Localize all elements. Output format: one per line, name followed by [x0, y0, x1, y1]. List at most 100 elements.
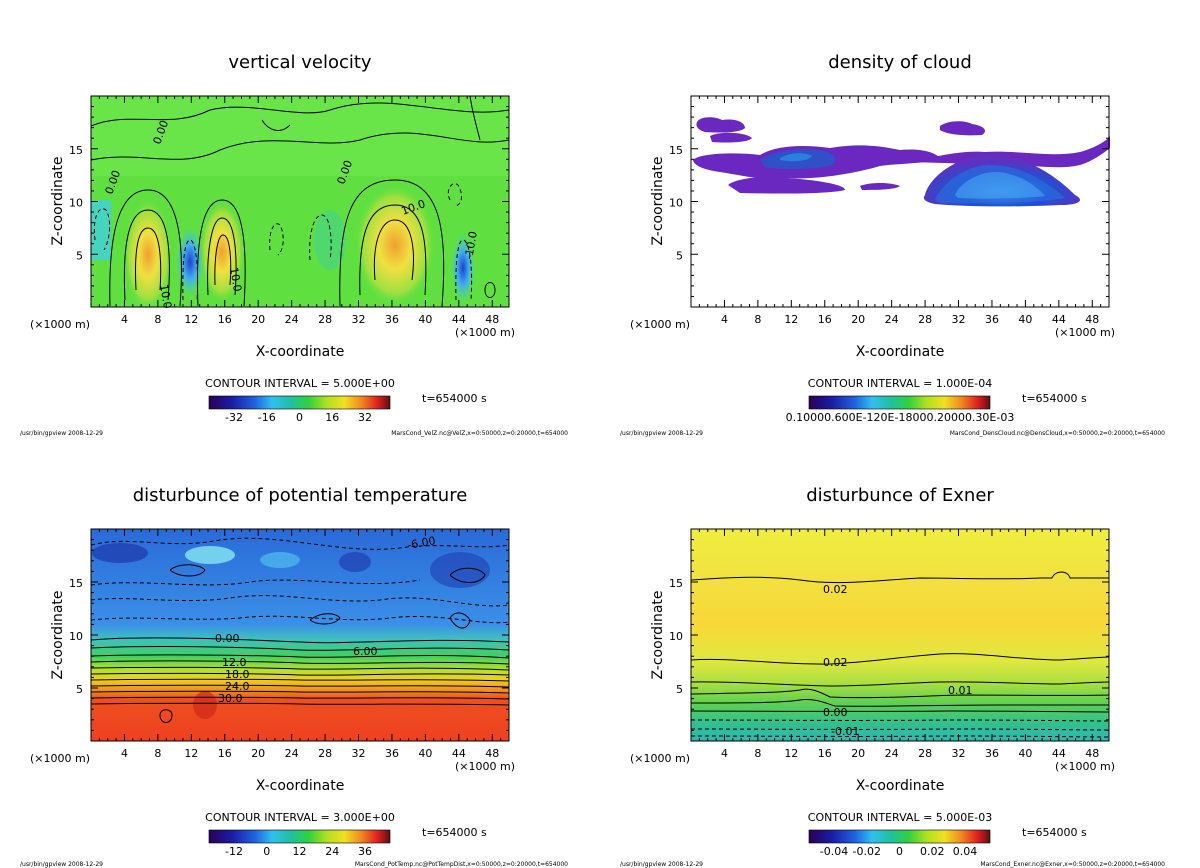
x-tick-label: 40 [1018, 313, 1032, 326]
colorbar-tick-label: 0 [263, 845, 270, 858]
colorbar-tick-label: 0.02 [920, 845, 945, 858]
chart-title: density of cloud [828, 52, 972, 73]
colorbar [808, 829, 991, 844]
panel-density-of-cloud: density of cloud 4 8 12 16 20 24 28 32 36 40 44 485… [620, 52, 1165, 437]
time-label: t=654000 s [1022, 826, 1087, 839]
x-tick-label: 24 [885, 313, 899, 326]
x-tick-label: 32 [952, 313, 966, 326]
colorbar-tick-label: 24 [325, 845, 339, 858]
colorbar [208, 395, 391, 410]
colorbar-tick-labels: 0.10000.600E-120E-18000.20000.30E-03 [786, 411, 1015, 424]
x-tick-label: 8 [154, 747, 161, 760]
chart-title: disturbunce of Exner [806, 485, 994, 506]
contour-interval: CONTOUR INTERVAL = 3.000E+00 [205, 811, 395, 824]
y-tick-label: 5 [76, 249, 83, 262]
x-tick-label: 28 [918, 313, 932, 326]
plot-area: -6.00 0.00 6.00 12.0 18.0 24.0 30.0 [90, 528, 510, 742]
x-tick-label: 40 [418, 313, 432, 326]
colorbar-ticks: -12 0 12 24 36 [225, 845, 372, 858]
colorbar-tick-label: 32 [358, 411, 372, 424]
x-tick-label: 48 [485, 747, 499, 760]
x-axis-label: X-coordinate [856, 778, 945, 794]
time-label: t=654000 s [422, 826, 487, 839]
contour-label: 24.0 [225, 680, 250, 693]
contour-label: 10.0 [157, 283, 174, 309]
footer-left: /usr/bin/gpview 2008-12-29 [620, 861, 703, 868]
x-tick-label: 32 [952, 747, 966, 760]
contour-lines [90, 95, 510, 307]
x-tick-label: 48 [1085, 747, 1099, 760]
x-tick-label: 44 [1052, 747, 1066, 760]
x-tick-label: 16 [218, 747, 232, 760]
x-tick-label: 4 [121, 313, 128, 326]
x-tick-label: 36 [385, 313, 399, 326]
y-axis-label: Z-coordinate [50, 590, 66, 679]
time-label: t=654000 s [422, 392, 487, 405]
y-axis-label: Z-coordinate [50, 156, 66, 245]
contour-lines-negative [690, 719, 1110, 738]
colorbar-tick-label: 12 [293, 845, 307, 858]
x-unit-right: (×1000 m) [455, 326, 515, 339]
contour-interval: CONTOUR INTERVAL = 5.000E-03 [808, 811, 992, 824]
y-tick-label: 5 [676, 249, 683, 262]
y-tick-label: 5 [76, 683, 83, 696]
colorbar-tick-label: 0.04 [953, 845, 978, 858]
contour-lines-negative [93, 183, 473, 301]
contour-label: -10.0 [462, 230, 480, 260]
x-tick-label: 8 [754, 313, 761, 326]
contour-interval: CONTOUR INTERVAL = 1.000E-04 [808, 377, 992, 390]
x-tick-label: 20 [851, 313, 865, 326]
field-background [691, 529, 1109, 741]
x-tick-label: 8 [154, 313, 161, 326]
chart-title: disturbunce of potential temperature [133, 485, 468, 506]
y-tick-label: 10 [669, 197, 683, 210]
panel-vertical-velocity: vertical velocity [20, 52, 568, 437]
x-tick-label: 20 [251, 313, 265, 326]
x-tick-label: 36 [985, 747, 999, 760]
downdraft-2 [451, 233, 475, 303]
x-tick-label: 32 [352, 313, 366, 326]
x-tick-label: 44 [452, 747, 466, 760]
x-tick-label: 12 [184, 747, 198, 760]
panel-exner: disturbunce of Exner 0.02 0.02 0.01 0.00 [620, 485, 1165, 868]
colorbar-tick-label: -12 [225, 845, 243, 858]
x-unit-right: (×1000 m) [455, 760, 515, 773]
updraft-2 [200, 202, 244, 302]
x-axis-label: X-coordinate [256, 778, 345, 794]
colorbar-ticks: -0.04 -0.02 0 0.02 0.04 [820, 845, 977, 858]
colorbar-ticks: -32 -16 0 16 32 [225, 411, 372, 424]
x-tick-label: 12 [784, 747, 798, 760]
x-tick-label: 44 [1052, 313, 1066, 326]
colorbar-tick-label: 0 [896, 845, 903, 858]
colorbar-tick-label: -32 [225, 411, 243, 424]
colorbar-tick-label: 16 [325, 411, 339, 424]
contour-label: 30.0 [218, 692, 243, 705]
x-tick-label: 48 [1085, 313, 1099, 326]
contour-label: 0.00 [215, 632, 240, 645]
contour-label: 12.0 [222, 656, 247, 669]
colorbar-tick-label: -0.04 [820, 845, 848, 858]
y-axis-label: Z-coordinate [650, 590, 666, 679]
contour-label: 0.02 [823, 656, 848, 669]
x-tick-label: 24 [885, 747, 899, 760]
contour-label: -6.00 [406, 534, 436, 552]
contour-label: 18.0 [225, 668, 250, 681]
y-tick-label: 5 [676, 683, 683, 696]
contour-labels: -6.00 0.00 6.00 12.0 18.0 24.0 30.0 [215, 534, 437, 705]
x-tick-label: 24 [285, 313, 299, 326]
x-tick-label: 4 [721, 747, 728, 760]
contour-label: 0.01 [948, 684, 973, 697]
colorbar-tick-label: 36 [358, 845, 372, 858]
contour-label: 10.0 [227, 266, 244, 292]
cloud-field [693, 117, 1110, 207]
x-tick-label: 8 [754, 747, 761, 760]
x-tick-label: 20 [851, 747, 865, 760]
chart-title: vertical velocity [228, 52, 372, 73]
x-tick-label: 40 [418, 747, 432, 760]
y-tick-label: 15 [669, 577, 683, 590]
panel-potential-temperature: disturbunce of potential temperature [20, 485, 568, 868]
colorbar-tick-label: -16 [258, 411, 276, 424]
